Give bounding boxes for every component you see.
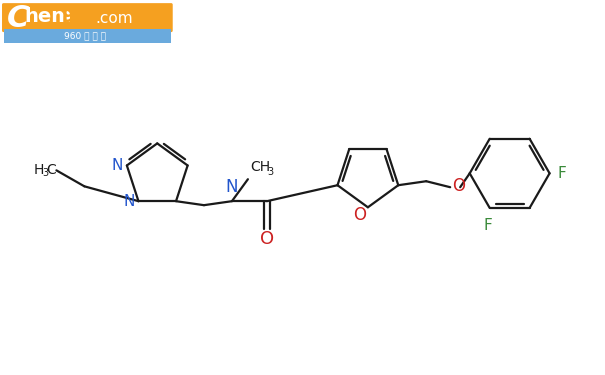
Text: C: C [7,4,29,33]
FancyBboxPatch shape [2,3,172,32]
Text: 960 化 工 网: 960 化 工 网 [64,31,106,40]
Text: hem: hem [24,7,72,26]
FancyBboxPatch shape [4,28,171,43]
Text: H: H [33,164,44,177]
Text: N: N [123,194,134,208]
Text: O: O [452,177,465,195]
Text: 960: 960 [62,7,103,26]
Text: N: N [111,158,123,173]
Text: 3: 3 [267,167,273,177]
Text: .com: .com [96,11,133,26]
Text: O: O [353,206,366,224]
Text: F: F [483,218,492,233]
Text: O: O [260,230,274,248]
Text: C: C [47,164,56,177]
Text: N: N [226,178,238,196]
Text: 3: 3 [42,168,48,178]
Text: CH: CH [250,160,270,174]
Text: F: F [558,166,566,181]
